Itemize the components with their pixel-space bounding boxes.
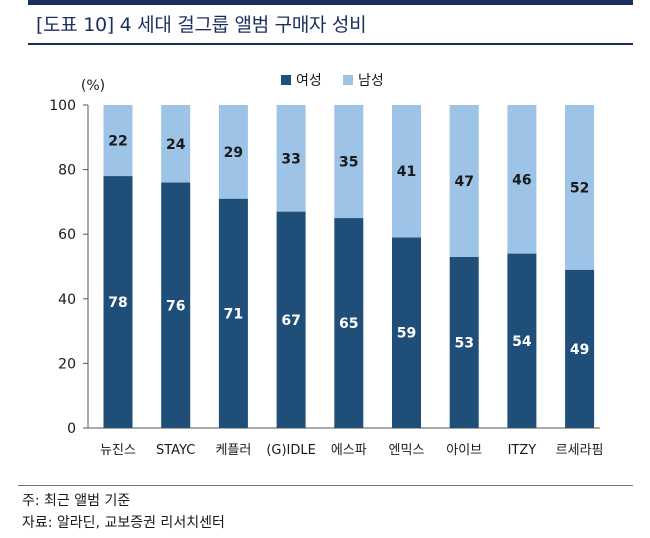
value-label-female: 53 <box>454 335 473 351</box>
legend-swatch <box>281 75 291 85</box>
bar-female <box>276 211 306 428</box>
source-note: 자료: 알라딘, 교보증권 리서치센터 <box>22 515 225 531</box>
y-tick-label: 80 <box>58 163 76 179</box>
chart-title: [도표 10] 4 세대 걸그룹 앨범 구매자 성비 <box>36 14 367 36</box>
bar-male <box>276 105 306 212</box>
y-tick-label: 100 <box>49 98 76 114</box>
x-tick-label: 케플러 <box>215 443 251 458</box>
value-label-male: 33 <box>281 151 300 167</box>
x-tick-label: 아이브 <box>446 443 482 458</box>
x-tick-label: 뉴진스 <box>100 443 136 458</box>
y-tick-label: 60 <box>58 227 76 243</box>
value-label-male: 24 <box>166 137 186 153</box>
value-label-female: 71 <box>224 306 243 322</box>
title-divider <box>28 43 633 45</box>
header-top-bar <box>28 0 633 5</box>
y-tick-label: 20 <box>58 356 76 372</box>
y-tick-label: 0 <box>67 421 76 437</box>
x-tick-label: STAYC <box>156 443 195 458</box>
y-tick-label: 40 <box>58 292 76 308</box>
bar-female <box>449 256 479 428</box>
bar-female <box>218 198 248 428</box>
value-label-male: 29 <box>224 145 243 161</box>
bar-male <box>161 105 191 183</box>
value-label-female: 49 <box>570 342 589 358</box>
value-label-male: 46 <box>512 172 531 188</box>
bar-female <box>392 237 421 428</box>
value-label-female: 65 <box>339 316 358 332</box>
value-label-male: 35 <box>339 155 358 171</box>
bar-female <box>565 269 595 428</box>
bar-male <box>392 105 421 238</box>
bar-male <box>103 105 133 177</box>
x-tick-label: ITZY <box>508 443 537 458</box>
bar-male <box>507 105 537 254</box>
value-label-female: 59 <box>397 326 416 342</box>
value-label-male: 52 <box>570 180 589 196</box>
bar-female <box>334 218 364 428</box>
bar-male <box>449 105 479 257</box>
value-label-female: 78 <box>108 295 127 311</box>
value-label-female: 67 <box>281 313 300 329</box>
value-label-female: 76 <box>166 298 185 314</box>
legend-swatch <box>343 75 353 85</box>
x-tick-label: (G)IDLE <box>266 443 316 458</box>
value-label-male: 22 <box>108 134 127 150</box>
footnote: 주: 최근 앨범 기준 <box>22 493 131 509</box>
bar-female <box>103 176 133 428</box>
bar-female <box>507 253 537 428</box>
stacked-bar-chart: 0 20 40 60 80 100 (%) 78 22 뉴진스 76 24 STAYC 71 29 케플러 6… <box>49 73 604 458</box>
x-tick-label: 엔믹스 <box>389 443 425 458</box>
x-tick-label: 에스파 <box>331 443 367 458</box>
legend-label: 여성 <box>296 73 322 89</box>
value-label-male: 41 <box>397 164 416 180</box>
legend-label: 남성 <box>358 73 384 89</box>
value-label-female: 54 <box>512 334 532 350</box>
bar-male <box>218 105 248 199</box>
y-unit-label: (%) <box>81 78 105 94</box>
bar-male <box>565 105 595 270</box>
bar-female <box>161 182 191 428</box>
x-tick-label: 르세라핌 <box>556 443 604 458</box>
value-label-male: 47 <box>454 174 473 190</box>
bar-male <box>334 105 364 219</box>
footer-divider <box>18 485 633 486</box>
